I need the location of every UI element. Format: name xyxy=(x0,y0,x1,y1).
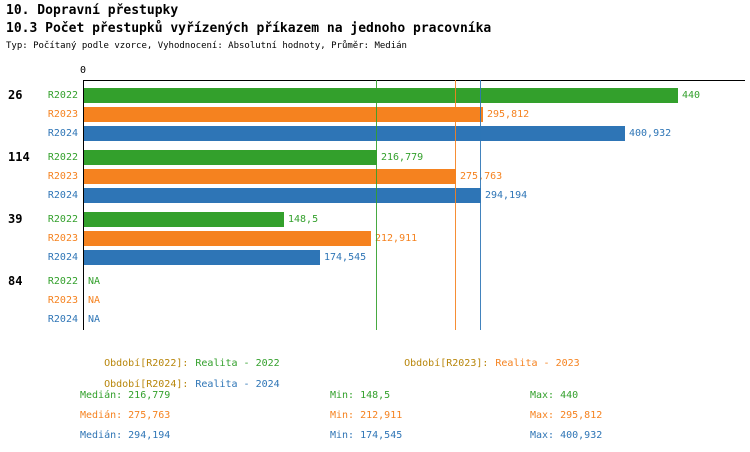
series-label-r2022: R2022 xyxy=(47,152,78,163)
bar-r2022-39 xyxy=(84,212,284,227)
series-label-r2024: R2024 xyxy=(47,190,78,201)
value-label-r2022-39: 148,5 xyxy=(288,214,319,225)
category-label-26: 26 xyxy=(8,88,23,102)
value-label-r2022-114: 216,779 xyxy=(381,152,424,163)
na-label-r2024-84: NA xyxy=(88,314,101,325)
series-label-r2023: R2023 xyxy=(47,109,78,120)
value-label-r2024-26: 400,932 xyxy=(629,128,672,139)
stat-min-r2023: Min: 212,911 xyxy=(330,410,403,421)
page-title: 10. Dopravní přestupky xyxy=(6,3,179,18)
legend-item-r2024: Období[R2024]: Realita - 2024 xyxy=(80,368,280,401)
category-label-84: 84 xyxy=(8,274,23,288)
stat-median-r2023: Medián: 275,763 xyxy=(80,410,171,421)
stat-max-r2022: Max: 440 xyxy=(530,390,579,401)
median-line-r2024 xyxy=(480,80,481,330)
value-label-r2023-114: 275,763 xyxy=(460,171,503,182)
series-label-r2023: R2023 xyxy=(47,295,78,306)
series-label-r2022: R2022 xyxy=(47,276,78,287)
bar-r2022-114 xyxy=(84,150,377,165)
legend-item-r2022: Období[R2022]: Realita - 2022 xyxy=(80,347,280,380)
na-label-r2023-84: NA xyxy=(88,295,101,306)
bar-r2022-26 xyxy=(84,88,678,103)
stat-median-r2022: Medián: 216,779 xyxy=(80,390,171,401)
stat-min-r2024: Min: 174,545 xyxy=(330,430,403,441)
bar-r2024-114 xyxy=(84,188,481,203)
legend-value-r2023: Realita - 2023 xyxy=(495,358,580,369)
legend-item-r2023: Období[R2023]: Realita - 2023 xyxy=(380,347,580,380)
x-axis-zero-label: 0 xyxy=(79,65,87,76)
value-label-r2022-26: 440 xyxy=(682,90,701,101)
series-label-r2022: R2022 xyxy=(47,90,78,101)
median-line-r2022 xyxy=(376,80,377,330)
bar-r2023-26 xyxy=(84,107,483,122)
stat-min-r2022: Min: 148,5 xyxy=(330,390,391,401)
y-axis-line xyxy=(83,80,84,330)
legend-value-r2024: Realita - 2024 xyxy=(195,379,280,390)
series-label-r2024: R2024 xyxy=(47,314,78,325)
category-label-39: 39 xyxy=(8,212,23,226)
value-label-r2023-39: 212,911 xyxy=(375,233,418,244)
na-label-r2022-84: NA xyxy=(88,276,101,287)
legend-label-r2023: Období[R2023]: xyxy=(404,358,489,369)
x-axis-line xyxy=(83,80,745,81)
value-label-r2024-114: 294,194 xyxy=(485,190,528,201)
category-label-114: 114 xyxy=(8,150,30,164)
stat-max-r2024: Max: 400,932 xyxy=(530,430,603,441)
value-label-r2023-26: 295,812 xyxy=(487,109,530,120)
series-label-r2022: R2022 xyxy=(47,214,78,225)
series-label-r2024: R2024 xyxy=(47,252,78,263)
bar-r2023-39 xyxy=(84,231,371,246)
stat-median-r2024: Medián: 294,194 xyxy=(80,430,171,441)
legend-label-r2024: Období[R2024]: xyxy=(104,379,189,390)
series-label-r2023: R2023 xyxy=(47,171,78,182)
bar-r2023-114 xyxy=(84,169,456,184)
legend-value-r2022: Realita - 2022 xyxy=(195,358,280,369)
bar-r2024-26 xyxy=(84,126,625,141)
value-label-r2024-39: 174,545 xyxy=(324,252,367,263)
series-label-r2024: R2024 xyxy=(47,128,78,139)
stat-max-r2023: Max: 295,812 xyxy=(530,410,603,421)
chart-subtitle: 10.3 Počet přestupků vyřízených příkazem… xyxy=(6,21,492,36)
legend-label-r2022: Období[R2022]: xyxy=(104,358,189,369)
chart-meta-line: Typ: Počítaný podle vzorce, Vyhodnocení:… xyxy=(6,41,407,51)
series-label-r2023: R2023 xyxy=(47,233,78,244)
median-line-r2023 xyxy=(455,80,456,330)
bar-r2024-39 xyxy=(84,250,320,265)
